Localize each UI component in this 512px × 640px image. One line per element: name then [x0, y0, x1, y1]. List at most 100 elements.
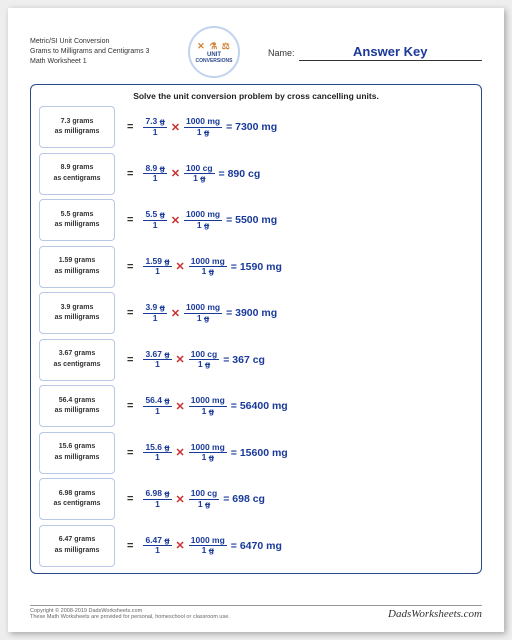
result: = 6470 mg — [231, 540, 282, 552]
question-value: 6.47 grams — [59, 535, 96, 546]
denominator: 1 — [153, 267, 162, 276]
times-icon: ✕ — [171, 307, 180, 320]
name-label: Name: — [268, 48, 295, 58]
footer-brand: DadsWorksheets.com — [388, 608, 482, 620]
problem-row: 15.6 gramsas milligrams=15.6 g1✕1000 mg1… — [39, 432, 473, 474]
question-target: as milligrams — [55, 546, 100, 557]
times-icon: ✕ — [176, 539, 185, 552]
question-value: 1.59 grams — [59, 256, 96, 267]
result: = 5500 mg — [226, 214, 277, 226]
badge-icons: ✕ ⚗ ⚖ — [197, 41, 231, 52]
question-value: 7.3 grams — [61, 117, 94, 128]
question-value: 6.98 grams — [59, 489, 96, 500]
question-box: 1.59 gramsas milligrams — [39, 246, 115, 288]
result: = 367 cg — [223, 354, 265, 366]
equals-sign: = — [127, 493, 133, 505]
problem-row: 5.5 gramsas milligrams=5.5 g1✕1000 mg1 g… — [39, 199, 473, 241]
question-box: 3.9 gramsas milligrams — [39, 292, 115, 334]
denominator: 1 — [151, 128, 160, 137]
fraction-1: 7.3 g1 — [143, 117, 166, 137]
fraction-1: 1.59 g1 — [143, 257, 171, 277]
question-target: as milligrams — [55, 127, 100, 138]
fraction-1: 5.5 g1 — [143, 210, 166, 230]
fraction-2: 1000 mg1 g — [184, 210, 222, 230]
fraction-2: 100 cg1 g — [184, 164, 214, 184]
denominator: 1 g — [191, 174, 207, 183]
equals-sign: = — [127, 540, 133, 552]
fraction-2: 1000 mg1 g — [184, 303, 222, 323]
equation-area: =56.4 g1✕1000 mg1 g = 56400 mg — [115, 385, 473, 427]
denominator: 1 g — [196, 500, 212, 509]
numerator: 7.3 g — [143, 117, 166, 127]
fraction-1: 6.47 g1 — [143, 536, 171, 556]
denominator: 1 g — [200, 267, 216, 276]
question-value: 15.6 grams — [59, 442, 96, 453]
denominator: 1 — [151, 314, 160, 323]
equation-area: = 6.47 g1 ✕ 1000 mg1 g = 6470 mg — [115, 525, 473, 567]
denominator: 1 g — [200, 407, 216, 416]
question-value: 5.5 grams — [61, 210, 94, 221]
equation-area: =3.67 g1✕100 cg1 g = 367 cg — [115, 339, 473, 381]
fraction-1: 8.9 g1 — [143, 164, 166, 184]
question-value: 3.67 grams — [59, 349, 96, 360]
equation-area: =15.6 g1✕1000 mg1 g = 15600 mg — [115, 432, 473, 474]
fraction-2: 1000 mg1 g — [189, 443, 227, 463]
question-target: as milligrams — [55, 453, 100, 464]
numerator: 3.9 g — [143, 303, 166, 313]
times-icon: ✕ — [176, 353, 185, 366]
numerator: 5.5 g — [143, 210, 166, 220]
problem-row: 6.47 gramsas milligrams = 6.47 g1 ✕ 1000 mg1… — [39, 525, 473, 567]
title-block: Metric/SI Unit Conversion Grams to Milli… — [30, 37, 180, 66]
fraction-1: 15.6 g1 — [143, 443, 171, 463]
result: = 698 cg — [223, 493, 265, 505]
footer-left: Copyright © 2008-2019 DadsWorksheets.com… — [30, 608, 230, 620]
problem-row: 3.67 gramsas centigrams=3.67 g1✕100 cg1 … — [39, 339, 473, 381]
fraction-1: 56.4 g1 — [143, 396, 171, 416]
equals-sign: = — [127, 400, 133, 412]
result: = 890 cg — [219, 168, 261, 180]
footer-note: These Math Worksheets are provided for p… — [30, 614, 230, 620]
question-target: as milligrams — [55, 406, 100, 417]
denominator: 1 — [151, 174, 160, 183]
fraction-2: 1000 mg1 g — [189, 396, 227, 416]
fraction-2: 1000 mg1 g — [189, 536, 227, 556]
denominator: 1 — [151, 221, 160, 230]
equals-sign: = — [127, 447, 133, 459]
question-box: 6.47 gramsas milligrams — [39, 525, 115, 567]
question-value: 8.9 grams — [61, 163, 94, 174]
problem-row: 1.59 gramsas milligrams=1.59 g1✕1000 mg1… — [39, 246, 473, 288]
fraction-1: 3.9 g1 — [143, 303, 166, 323]
problem-row: 3.9 gramsas milligrams=3.9 g1✕1000 mg1 g… — [39, 292, 473, 334]
question-box: 6.98 gramsas centigrams — [39, 478, 115, 520]
equals-sign: = — [127, 214, 133, 226]
name-block: Name: Answer Key — [248, 44, 482, 61]
problem-row: 7.3 gramsas milligrams=7.3 g1✕1000 mg1 g… — [39, 106, 473, 148]
footer: Copyright © 2008-2019 DadsWorksheets.com… — [30, 605, 482, 620]
numerator: 56.4 g — [143, 396, 171, 406]
equation-area: =3.9 g1✕1000 mg1 g = 3900 mg — [115, 292, 473, 334]
denominator: 1 g — [200, 546, 216, 555]
times-icon: ✕ — [171, 167, 180, 180]
problem-row: 6.98 gramsas centigrams=6.98 g1✕100 cg1 … — [39, 478, 473, 520]
question-box: 8.9 gramsas centigrams — [39, 153, 115, 195]
question-box: 5.5 gramsas milligrams — [39, 199, 115, 241]
question-value: 3.9 grams — [61, 303, 94, 314]
denominator: 1 g — [195, 221, 211, 230]
result: = 3900 mg — [226, 307, 277, 319]
times-icon: ✕ — [171, 121, 180, 134]
fraction-2: 100 cg1 g — [189, 350, 219, 370]
denominator: 1 — [153, 546, 162, 555]
denominator: 1 g — [195, 314, 211, 323]
denominator: 1 g — [200, 453, 216, 462]
title-line-3: Math Worksheet 1 — [30, 57, 180, 67]
equals-sign: = — [127, 121, 133, 133]
problem-row: 56.4 gramsas milligrams=56.4 g1✕1000 mg1… — [39, 385, 473, 427]
badge-text-2: CONVERSIONS — [196, 58, 233, 64]
fraction-2: 1000 mg1 g — [189, 257, 227, 277]
question-box: 15.6 gramsas milligrams — [39, 432, 115, 474]
worksheet-page: Metric/SI Unit Conversion Grams to Milli… — [8, 8, 504, 632]
denominator: 1 — [153, 407, 162, 416]
question-target: as milligrams — [55, 313, 100, 324]
denominator: 1 — [153, 500, 162, 509]
fraction-1: 3.67 g1 — [143, 350, 171, 370]
